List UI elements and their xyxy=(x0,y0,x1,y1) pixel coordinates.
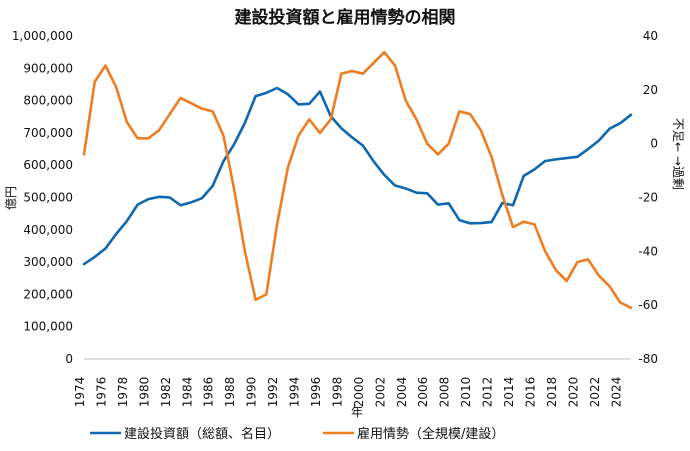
x-axis-tick-label: 1986 xyxy=(202,377,216,408)
left-axis-tick-label: 400,000 xyxy=(23,223,73,237)
employment-condition-line xyxy=(82,50,633,310)
right-axis-tick-label: -20 xyxy=(638,191,658,205)
legend-label-construction-investment: 建設投資額（総額、名目） xyxy=(124,426,280,442)
x-axis-tick-label: 1996 xyxy=(309,377,323,408)
x-axis-tick-label: 2006 xyxy=(416,377,430,408)
x-axis-tick-label: 1994 xyxy=(288,377,302,408)
legend-label-employment-condition: 雇用情勢（全規模/建設） xyxy=(357,426,504,442)
x-axis-tick-labels: 1974 1976 1978 1980 1982 1984 1986 1988 1990 1992… xyxy=(73,377,623,408)
x-axis-tick-label: 2024 xyxy=(609,377,623,408)
x-axis-tick-label: 2002 xyxy=(373,377,387,408)
x-axis-tick-label: 1978 xyxy=(116,377,130,408)
x-axis-tick-label: 1974 xyxy=(73,377,87,408)
x-axis-tick-label: 1992 xyxy=(266,377,280,408)
left-axis-tick-label: 0 xyxy=(65,352,73,366)
x-axis-tick-label: 2016 xyxy=(523,377,537,408)
x-axis-tick-label: 2012 xyxy=(481,377,495,408)
x-axis-tick-label: 1988 xyxy=(223,377,237,408)
x-axis-tick-label: 1980 xyxy=(137,377,151,408)
right-axis-tick-label: -60 xyxy=(638,298,658,312)
left-axis-tick-label: 800,000 xyxy=(23,94,73,108)
left-axis-tick-label: 500,000 xyxy=(23,191,73,205)
x-axis-tick-label: 2010 xyxy=(459,377,473,408)
left-axis-tick-label: 600,000 xyxy=(23,158,73,172)
x-axis-tick-label: 2022 xyxy=(588,377,602,408)
x-axis-tick-label: 2004 xyxy=(395,377,409,408)
left-axis-tick-label: 300,000 xyxy=(23,255,73,269)
legend: 建設投資額（総額、名目） 雇用情勢（全規模/建設） xyxy=(90,426,504,442)
left-axis-tick-label: 1,000,000 xyxy=(12,29,73,43)
x-axis-tick-label: 1976 xyxy=(94,377,108,408)
x-axis-tick-label: 2020 xyxy=(566,377,580,408)
x-axis-tick-label: 1990 xyxy=(245,377,259,408)
right-axis-tick-label: 20 xyxy=(643,83,658,97)
x-axis-tick-label: 1982 xyxy=(159,377,173,408)
left-axis-tick-label: 900,000 xyxy=(23,61,73,75)
right-axis-tick-label: -80 xyxy=(638,352,658,366)
x-axis-tick-label: 1998 xyxy=(330,377,344,408)
chart-title: 建設投資額と雇用情勢の相関 xyxy=(235,7,456,28)
right-axis-tick-labels: 40 20 0 -20 -40 -60 -80 xyxy=(638,29,658,366)
x-axis-tick-label: 1984 xyxy=(180,377,194,408)
x-axis-tick-label: 2018 xyxy=(545,377,559,408)
left-axis-title: 億円 xyxy=(4,186,18,210)
right-axis-tick-label: 0 xyxy=(650,137,658,151)
right-axis-tick-label: -40 xyxy=(638,244,658,258)
left-axis-tick-label: 700,000 xyxy=(23,126,73,140)
right-axis-title: 不足← →過剰 xyxy=(671,118,685,190)
x-axis-tick-label: 2014 xyxy=(502,377,516,408)
construction-investment-line xyxy=(82,86,633,266)
x-axis-tick-label: 2008 xyxy=(438,377,452,408)
left-axis-tick-labels: 0 100,000 200,000 300,000 400,000 500,000 600,… xyxy=(12,29,73,366)
right-axis-tick-label: 40 xyxy=(643,29,658,43)
left-axis-tick-label: 100,000 xyxy=(23,320,73,334)
x-axis-tick-label: 2000 xyxy=(352,377,366,408)
left-axis-tick-label: 200,000 xyxy=(23,287,73,301)
x-axis-title: 年 xyxy=(351,405,363,419)
